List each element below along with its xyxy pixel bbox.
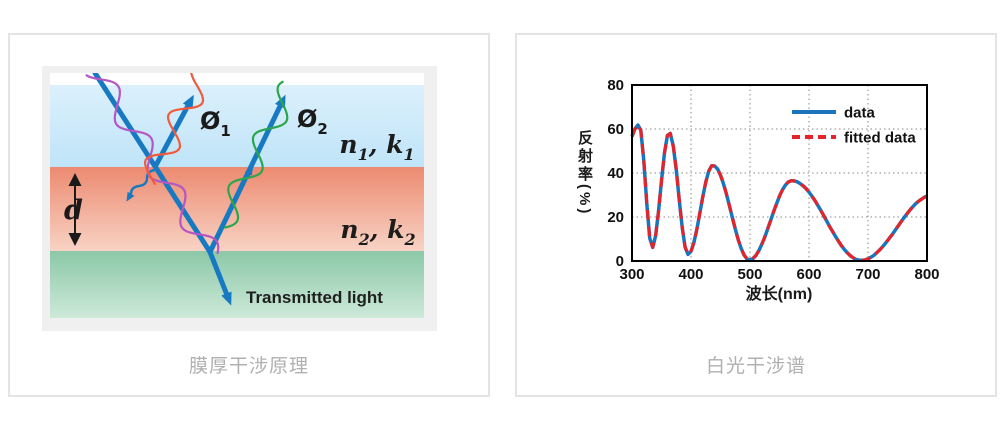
thickness-label: d	[64, 195, 83, 226]
y-tick-label: 20	[607, 209, 624, 226]
right-figure-card: 反射率(%) 波长(nm) 300 400 500 600 700 800 0 20 40 60 8…	[515, 33, 997, 397]
substrate-layer	[50, 251, 424, 318]
medium1-index-label: n1, k1	[339, 130, 414, 164]
incident-wave	[85, 74, 220, 255]
x-tick-label: 500	[737, 266, 762, 283]
right-figure-caption: 白光干涉谱	[705, 356, 806, 377]
y-tick-label: 60	[607, 121, 624, 138]
transmitted-light-label: Transmitted light	[246, 288, 383, 307]
plot-border	[631, 84, 928, 262]
interface-exit-arrow	[244, 165, 254, 178]
x-tick-label: 800	[914, 266, 939, 283]
incident-ray	[92, 73, 213, 255]
x-tick-label: 600	[796, 266, 821, 283]
left-figure-card: Ø1 Ø2 n1, k1 n2, k2 d Transmitted light …	[8, 33, 490, 397]
thin-film-figure-backdrop: Ø1 Ø2 n1, k1 n2, k2 d Transmitted light	[42, 66, 437, 331]
legend-label: fitted data	[844, 130, 916, 147]
y-tick-label: 40	[607, 165, 624, 182]
transmitted-ray	[207, 251, 232, 306]
thin-film-diagram: Ø1 Ø2 n1, k1 n2, k2 d Transmitted light	[50, 73, 424, 318]
legend-label: data	[844, 105, 876, 122]
chart-legend: data fitted data	[792, 105, 916, 147]
reflected-wave-1	[143, 73, 205, 185]
x-tick-label: 300	[619, 266, 644, 283]
phi2-label: Ø2	[297, 105, 328, 138]
x-axis-label: 波长(nm)	[746, 284, 813, 303]
x-tick-label: 700	[855, 266, 880, 283]
y-tick-label: 0	[616, 253, 624, 270]
film-index-label: n2, k2	[340, 215, 415, 249]
x-tick-label: 400	[678, 266, 703, 283]
first-reflected-ray	[152, 94, 194, 169]
left-figure-caption: 膜厚干涉原理	[188, 356, 309, 377]
reflected-wave-2	[223, 80, 289, 229]
y-tick-label: 80	[607, 77, 624, 94]
fitted-series-line	[630, 123, 928, 262]
spectrum-chart: 波长(nm) 300 400 500 600 700 800 0 20 40 60 80 data fi…	[607, 77, 939, 303]
y-axis-label: 反射率(%)	[576, 129, 593, 217]
phi1-label: Ø1	[200, 107, 231, 140]
spectrum-chart-panel: 反射率(%) 波长(nm) 300 400 500 600 700 800 0 20 40 60 8…	[562, 70, 952, 305]
